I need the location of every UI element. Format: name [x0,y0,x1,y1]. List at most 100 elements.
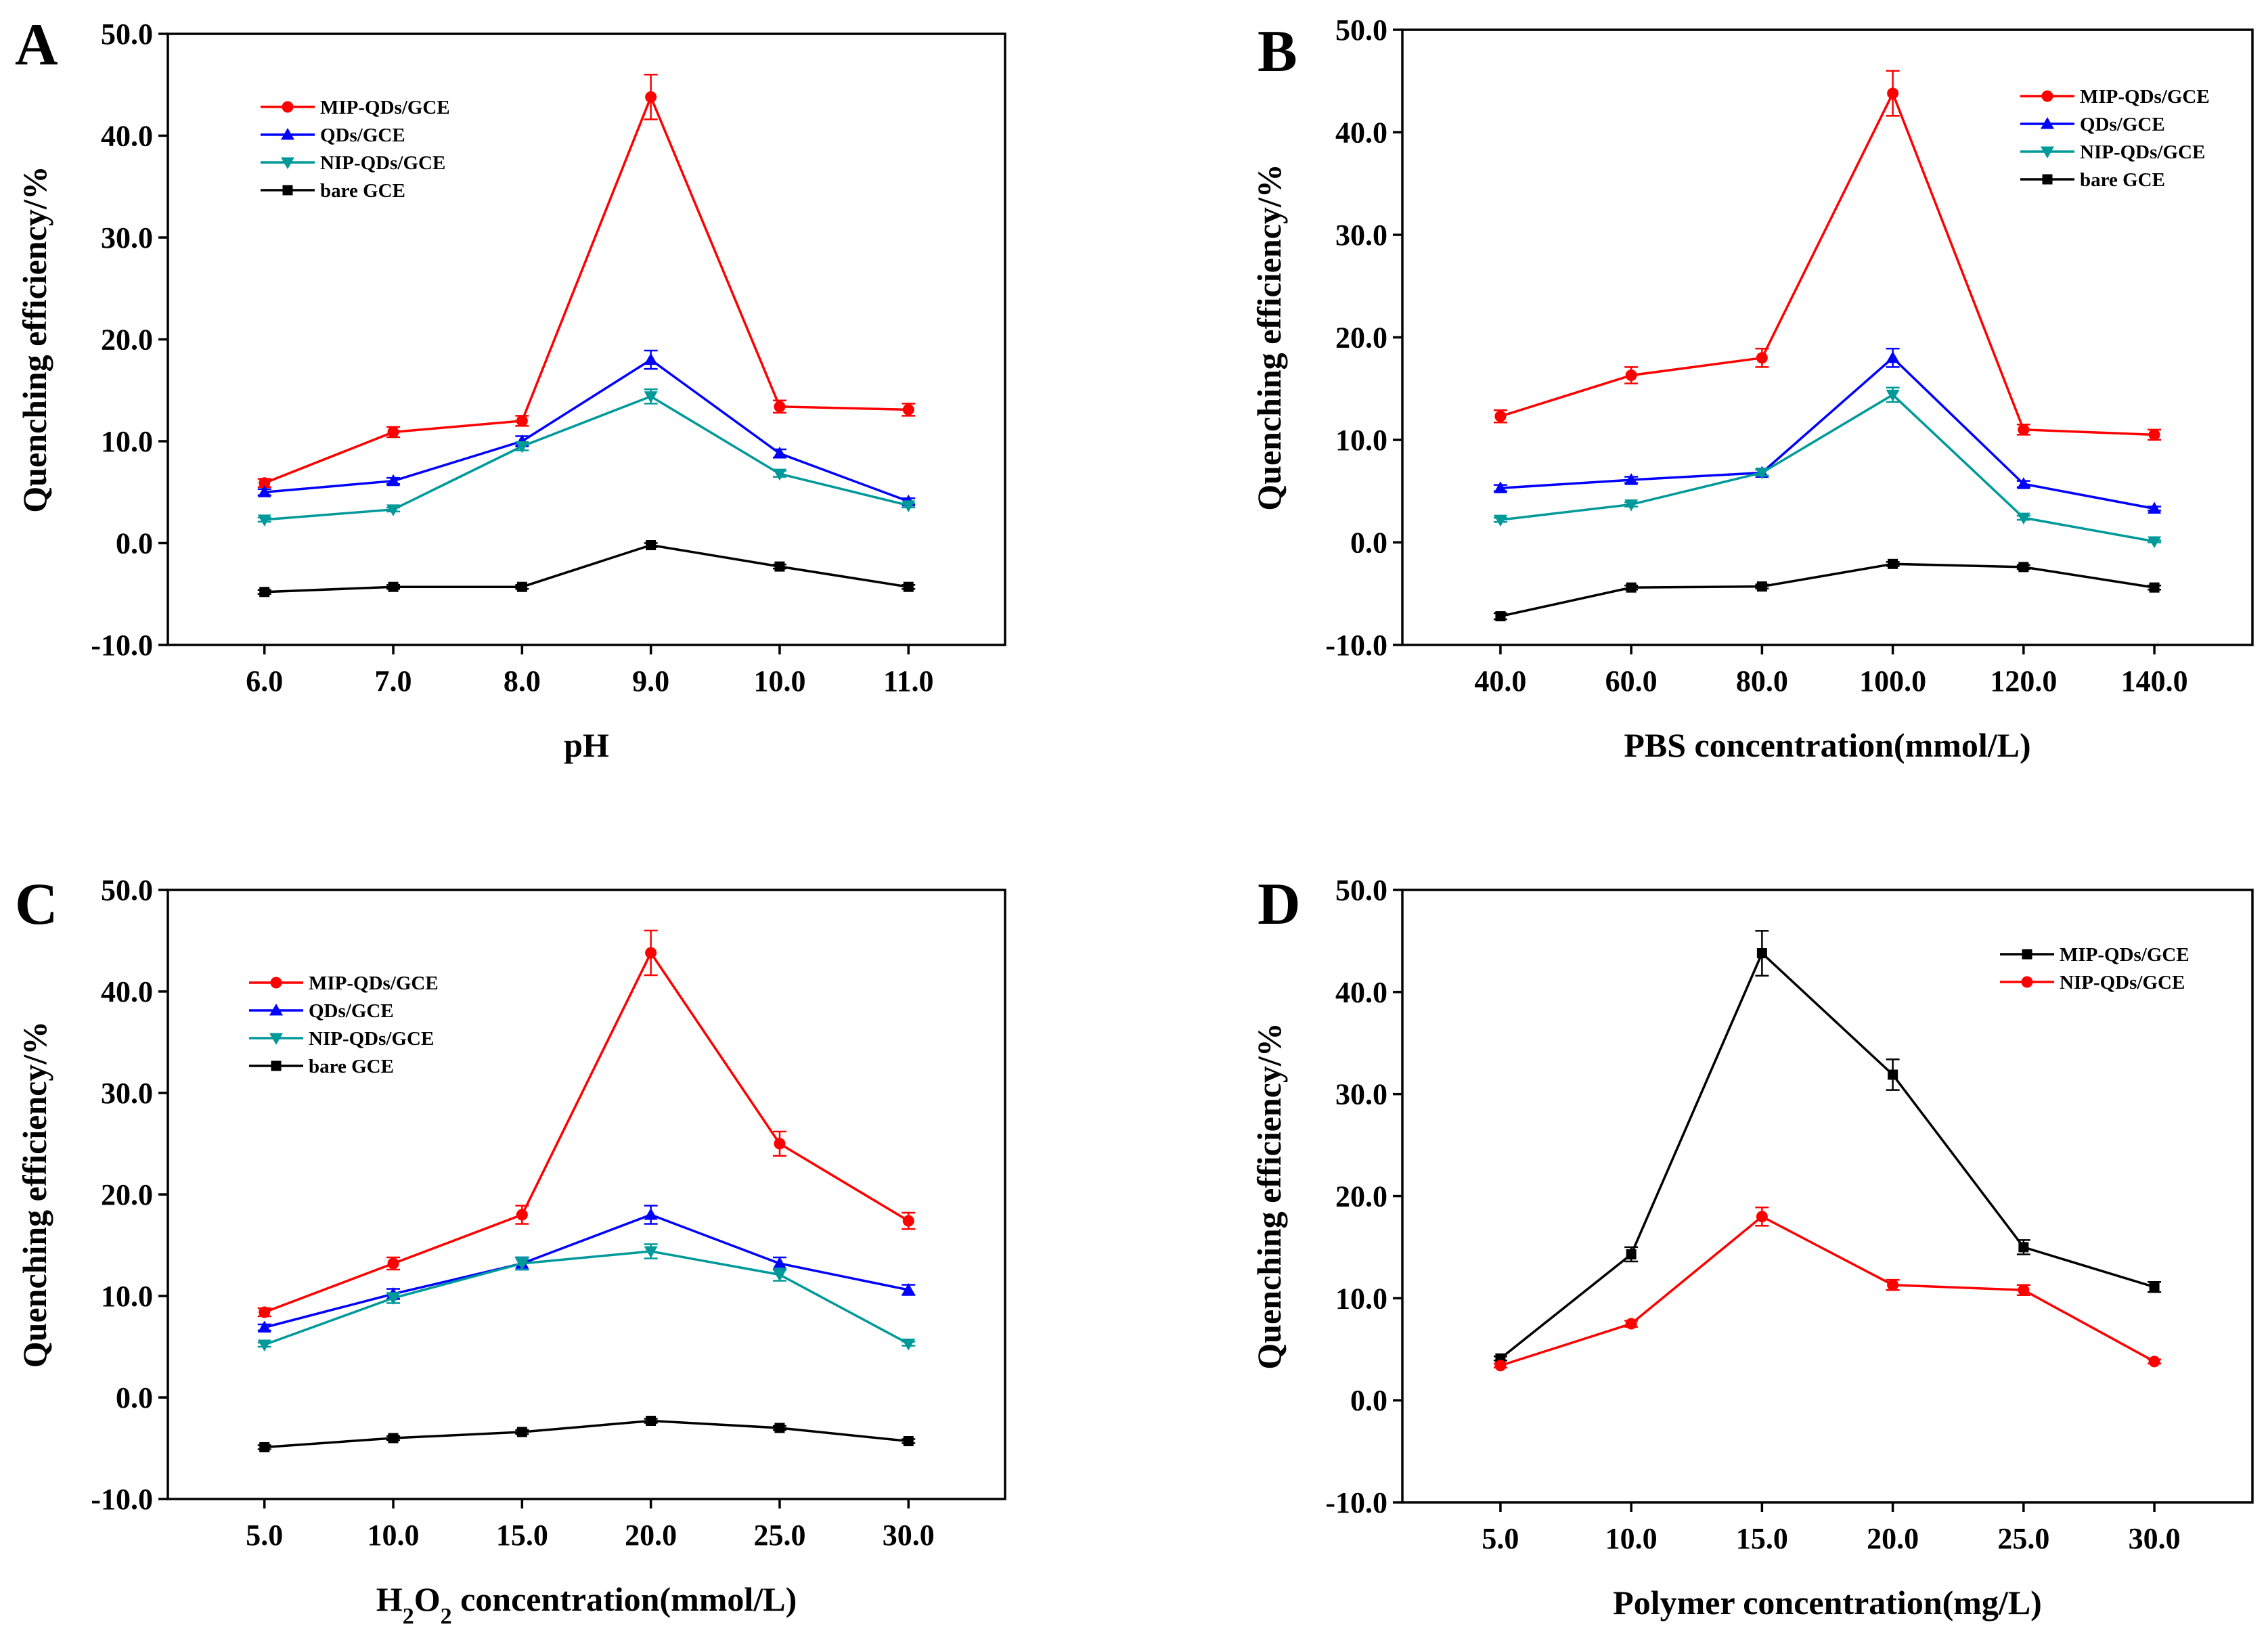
legend-entry: NIP-QDs/GCE [261,152,445,174]
series-qds-gce [1493,347,2162,514]
series-line [264,395,909,521]
data-point [772,447,786,459]
series-qds-gce [257,349,916,507]
data-point [1756,948,1767,959]
legend-marker [271,1060,282,1071]
legend-entry: QDs/GCE [261,125,405,146]
y-tick-label: 0.0 [116,527,153,560]
data-point [388,581,399,592]
legend-entry: MIP-QDs/GCE [2000,944,2189,966]
legend-label: NIP-QDs/GCE [2060,972,2185,993]
series-nip-qds-gce [1493,386,2162,548]
y-tick-label: 40.0 [1335,976,1387,1009]
series-qds-gce [257,1205,916,1333]
data-point [1888,1069,1898,1080]
y-tick-label: 50.0 [1335,14,1387,47]
y-tick-label: 30.0 [1335,1078,1387,1111]
data-point [1495,611,1506,622]
legend-entry: MIP-QDs/GCE [261,97,450,118]
legend-marker [2041,117,2054,129]
data-point [1624,499,1639,512]
data-point [2148,501,2162,514]
x-tick-label: 10.0 [753,665,805,698]
legend-label: bare GCE [309,1056,394,1077]
legend-label: NIP-QDs/GCE [320,152,445,174]
x-tick-label: 25.0 [1997,1522,2049,1555]
x-tick-label: 60.0 [1605,665,1658,698]
data-point [645,91,657,103]
data-point [2018,562,2029,573]
series-nip-qds-gce [257,388,916,527]
data-point [1886,389,1900,402]
data-point [259,1442,270,1452]
data-point [1887,1279,1899,1291]
data-point [516,1427,527,1437]
data-point [2148,428,2160,441]
data-point [903,1436,914,1446]
data-point [1888,558,1898,569]
y-tick-label: 30.0 [101,221,153,254]
x-tick-label: 100.0 [1859,665,1926,698]
series-mip-qds-gce [257,73,916,489]
legend-marker [269,1033,283,1045]
series-bare-gce [257,1416,916,1452]
data-point [515,1258,529,1270]
data-point [1493,514,1507,527]
data-point [2018,1242,2029,1253]
panel-b: B 50.0 40.0 30.0 20.0 10.0 0.0 -10.0 40.0 60.0 80.… [1250,14,2254,764]
legend-marker [2041,90,2053,102]
x-tick-label: 20.0 [1867,1522,1919,1555]
series-bare-gce [1493,558,2162,622]
x-tick-label: 30.0 [883,1519,935,1552]
legend-label: MIP-QDs/GCE [309,972,439,994]
data-point [774,561,785,572]
y-tick-label: 20.0 [101,323,153,357]
panel-a: A 50.0 40.0 30.0 20.0 10.0 0.0 -10.0 6.0 7.0 8.0 9.… [15,12,1006,764]
data-point [259,477,271,489]
y-axis-title: Quenching efficiency/% [16,166,53,512]
panel-letter: C [15,872,58,937]
y-tick-label: 0.0 [1350,1384,1387,1417]
data-point [774,401,786,413]
data-point [1755,467,1769,480]
x-axis-title: Polymer concentration(mg/L) [1613,1584,2042,1621]
data-point [902,1339,916,1351]
data-point [2148,1356,2160,1368]
x-tick-label: 80.0 [1736,665,1788,698]
legend-marker [281,128,294,140]
y-tick-label: 50.0 [101,874,153,907]
series-mip-qds-gce [1493,70,2162,441]
data-point [259,1306,271,1318]
legend-label: bare GCE [2080,169,2165,191]
data-point [257,514,271,527]
series-line [264,543,909,594]
legend-label: NIP-QDs/GCE [2080,141,2205,163]
y-tick-label: 0.0 [116,1381,153,1414]
y-tick-label: 10.0 [101,425,153,458]
panel-d: D 50.0 40.0 30.0 20.0 10.0 0.0 -10.0 5.0 10.0 15.0… [1250,872,2254,1621]
data-point [386,1293,401,1305]
data-point [2148,536,2162,548]
y-tick-label: 10.0 [1335,1282,1387,1315]
data-point [516,415,528,427]
data-point [1494,410,1507,422]
legend-entry: NIP-QDs/GCE [249,1028,434,1050]
data-point [2018,1284,2030,1296]
series-line [1500,90,2155,437]
data-point [386,504,401,516]
x-tick-label: 10.0 [1605,1522,1658,1555]
plot-frame [166,32,1006,646]
x-tick-label: 25.0 [753,1519,805,1552]
y-tick-label: 10.0 [1335,424,1387,457]
y-tick-label: 40.0 [101,975,153,1008]
legend-entry: MIP-QDs/GCE [2020,86,2210,108]
x-tick-label: 5.0 [246,1519,283,1552]
x-tick-label: 40.0 [1474,665,1526,698]
x-tick-label: 10.0 [368,1519,420,1552]
legend-entry: NIP-QDs/GCE [2020,141,2205,163]
series-mip-qds-gce [257,929,916,1318]
data-point [259,587,270,598]
data-point [257,1320,271,1333]
x-tick-label: 7.0 [375,665,412,698]
y-tick-label: 40.0 [101,120,153,153]
